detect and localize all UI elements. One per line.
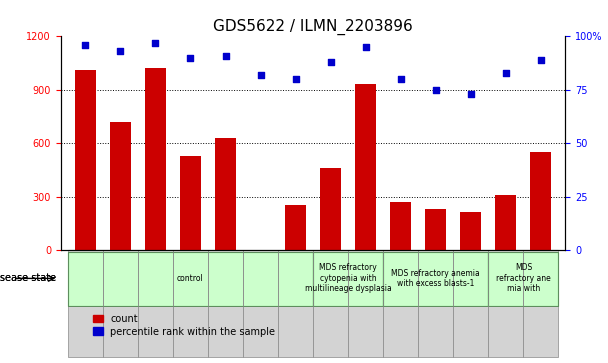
FancyBboxPatch shape xyxy=(68,252,313,306)
FancyBboxPatch shape xyxy=(68,250,103,357)
FancyBboxPatch shape xyxy=(208,250,243,357)
Bar xyxy=(530,152,551,250)
Bar xyxy=(75,70,96,250)
FancyBboxPatch shape xyxy=(488,252,558,306)
FancyBboxPatch shape xyxy=(418,250,454,357)
Title: GDS5622 / ILMN_2203896: GDS5622 / ILMN_2203896 xyxy=(213,19,413,35)
FancyBboxPatch shape xyxy=(383,252,488,306)
FancyBboxPatch shape xyxy=(278,250,313,357)
Text: disease state: disease state xyxy=(0,273,56,284)
Point xyxy=(151,40,161,46)
Point xyxy=(80,42,90,48)
Point xyxy=(466,91,475,97)
Text: MDS refractory
cytopenia with
multilineage dysplasia: MDS refractory cytopenia with multilinea… xyxy=(305,264,392,293)
Point xyxy=(536,57,546,63)
Text: control: control xyxy=(177,274,204,283)
Point xyxy=(326,59,336,65)
FancyBboxPatch shape xyxy=(454,250,488,357)
FancyBboxPatch shape xyxy=(523,250,558,357)
Text: MDS
refractory ane
mia with: MDS refractory ane mia with xyxy=(496,264,551,293)
Bar xyxy=(320,168,341,250)
Bar xyxy=(390,202,411,250)
Point xyxy=(361,44,370,50)
Point xyxy=(116,48,125,54)
Text: disease state: disease state xyxy=(0,273,56,284)
Bar xyxy=(496,195,516,250)
Bar xyxy=(460,212,482,250)
Bar xyxy=(355,84,376,250)
Bar xyxy=(215,138,236,250)
Point xyxy=(185,55,195,61)
FancyBboxPatch shape xyxy=(348,250,383,357)
Text: MDS refractory anemia
with excess blasts-1: MDS refractory anemia with excess blasts… xyxy=(392,269,480,288)
FancyBboxPatch shape xyxy=(138,250,173,357)
FancyBboxPatch shape xyxy=(488,250,523,357)
Bar xyxy=(145,68,166,250)
Point xyxy=(221,53,230,58)
Bar xyxy=(180,156,201,250)
Bar xyxy=(110,122,131,250)
Point xyxy=(256,72,266,78)
Bar xyxy=(425,209,446,250)
Legend: count, percentile rank within the sample: count, percentile rank within the sample xyxy=(91,312,277,339)
Point xyxy=(431,87,441,93)
FancyBboxPatch shape xyxy=(103,250,138,357)
FancyBboxPatch shape xyxy=(313,252,383,306)
Point xyxy=(396,76,406,82)
FancyBboxPatch shape xyxy=(243,250,278,357)
Bar xyxy=(285,204,306,250)
FancyBboxPatch shape xyxy=(173,250,208,357)
Point xyxy=(501,70,511,76)
FancyBboxPatch shape xyxy=(313,250,348,357)
FancyBboxPatch shape xyxy=(383,250,418,357)
Point xyxy=(291,76,300,82)
